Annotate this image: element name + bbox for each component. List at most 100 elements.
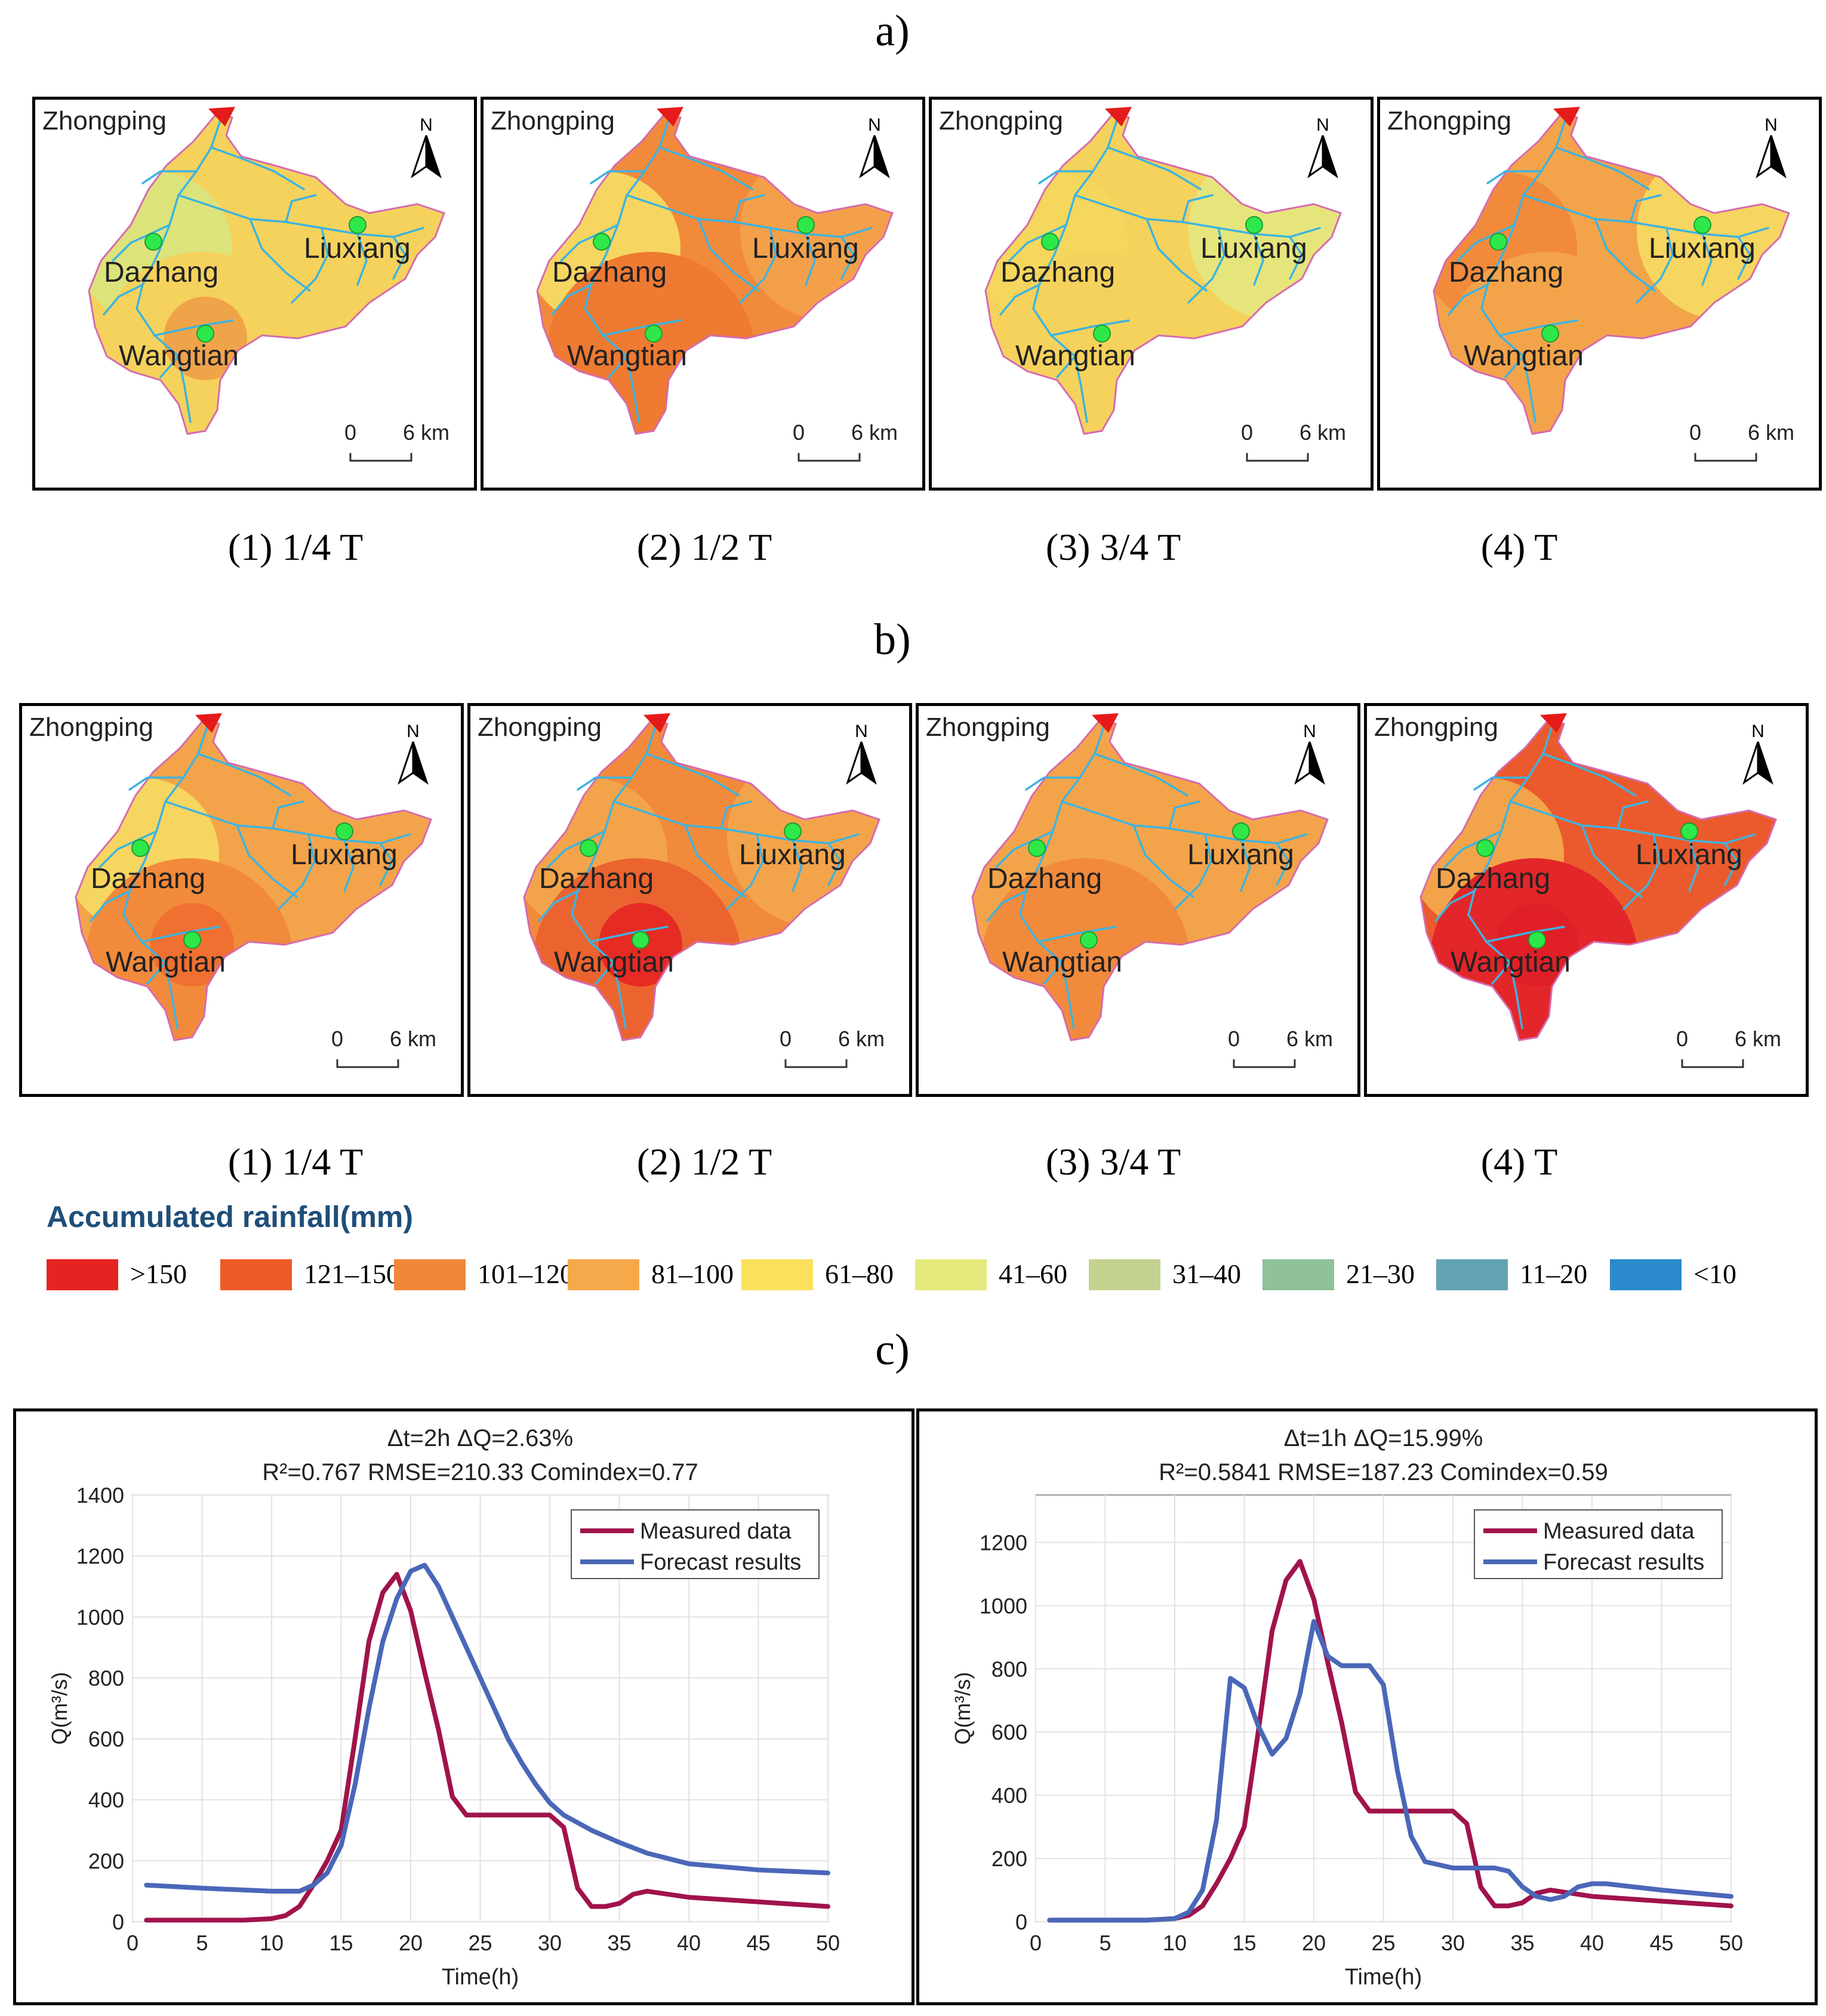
scale-km-label: 6 km: [838, 1027, 885, 1051]
river-line: [1555, 146, 1650, 190]
north-label: N: [407, 722, 420, 741]
river-line: [805, 233, 816, 286]
river-line: [645, 753, 740, 797]
north-label: N: [420, 115, 433, 135]
legend-swatch: [1263, 1259, 1334, 1290]
station-marker-icon: [196, 325, 214, 343]
north-arrow-icon: [859, 135, 876, 178]
x-tick-label: 40: [677, 1931, 701, 1955]
river-line: [236, 824, 298, 898]
north-arrow-icon: [1307, 135, 1324, 178]
basin-boundary: [984, 112, 1342, 435]
river-line: [584, 119, 670, 423]
station-marker-icon: [335, 822, 353, 840]
station-label: Wangtian: [554, 947, 674, 978]
scale-bar: [1233, 1059, 1296, 1068]
river-line: [136, 119, 221, 423]
legend-swatch: [394, 1259, 466, 1290]
caption-b2: (2) 1/2 T: [636, 1140, 772, 1183]
river-line: [1056, 355, 1076, 378]
map-panel-a3: Zhongping Dazhang Liuxiang Wangtian N 0 6 km: [929, 97, 1374, 491]
legend-label: 61–80: [825, 1259, 894, 1289]
chart-title-line1: Δt=2h ΔQ=2.63%: [387, 1425, 573, 1451]
outlet-marker-icon: [1092, 713, 1119, 733]
river-line: [595, 961, 615, 985]
river-line: [392, 236, 407, 280]
station-marker-icon: [183, 931, 201, 949]
station-marker-icon: [1680, 822, 1698, 840]
y-tick-label: 200: [88, 1849, 124, 1873]
station-label: Dazhang: [1000, 257, 1115, 288]
river-line: [1074, 194, 1321, 238]
river-line: [1025, 776, 1081, 791]
legend-label: 31–40: [1172, 1259, 1241, 1289]
section-label-c: c): [875, 1325, 910, 1374]
river-line: [1174, 833, 1212, 910]
scale-zero-label: 0: [344, 420, 356, 445]
station-marker-icon: [1245, 216, 1263, 234]
station-marker-icon: [645, 325, 663, 343]
river-line: [658, 146, 753, 190]
north-arrow-icon: [1308, 741, 1325, 785]
north-arrow-icon: [1322, 135, 1338, 178]
station-label: Liuxiang: [1200, 233, 1307, 264]
legend-entry-label: Forecast results: [1543, 1550, 1704, 1575]
north-arrow-icon: [425, 135, 442, 178]
chart-title-line2: R²=0.5841 RMSE=187.23 Comindex=0.59: [1159, 1459, 1608, 1485]
river-line: [1457, 224, 1516, 262]
x-tick-label: 50: [1719, 1931, 1743, 1955]
basin-map: Zhongping Dazhang Liuxiang Wangtian N 0 6 km: [478, 713, 885, 1068]
river-line: [547, 830, 606, 868]
river-line: [1132, 824, 1194, 898]
river-line: [153, 319, 233, 337]
basin-map: Zhongping Dazhang Liuxiang Wangtian N 0 6 km: [1374, 713, 1781, 1068]
river-line: [1509, 800, 1756, 844]
station-label: Dazhang: [104, 257, 218, 288]
caption-b3: (3) 3/4 T: [1045, 1140, 1181, 1183]
x-tick-label: 35: [1510, 1931, 1534, 1955]
river-line: [827, 842, 842, 886]
map-panel-b2: Zhongping Dazhang Liuxiang Wangtian N 0 6 km: [467, 703, 912, 1097]
x-tick-label: 10: [260, 1931, 284, 1955]
station-label: Dazhang: [91, 863, 205, 895]
caption-a3: (3) 3/4 T: [1045, 526, 1181, 568]
river-line: [140, 926, 220, 943]
basin-boundary: [1433, 112, 1790, 435]
x-tick-label: 20: [399, 1931, 423, 1955]
north-label: N: [1316, 115, 1329, 135]
legend-entry-label: Forecast results: [640, 1550, 801, 1575]
x-tick-label: 0: [127, 1931, 138, 1955]
river-line: [356, 233, 368, 286]
north-arrow-icon: [873, 135, 890, 178]
north-arrow-icon: [860, 741, 877, 785]
north-arrow-icon: [411, 135, 427, 178]
station-marker-icon: [593, 233, 611, 251]
y-tick-label: 1400: [76, 1483, 124, 1508]
river-line: [1043, 961, 1063, 985]
map-panel-a1: Zhongping Dazhang Liuxiang Wangtian N 0 6 km: [32, 97, 477, 491]
x-tick-label: 45: [1649, 1931, 1673, 1955]
station-marker-icon: [349, 216, 367, 234]
river-line: [1622, 833, 1661, 910]
map-panel-b1: Zhongping Dazhang Liuxiang Wangtian N 0 6 km: [19, 703, 464, 1097]
y-axis-label: Q(m³/s): [950, 1672, 975, 1745]
legend-entry-label: Measured data: [640, 1519, 792, 1544]
river-line: [343, 839, 355, 892]
river-line: [726, 833, 764, 910]
y-tick-label: 0: [112, 1910, 124, 1934]
x-tick-label: 30: [538, 1931, 562, 1955]
outlet-marker-icon: [657, 107, 683, 127]
river-line: [1037, 926, 1117, 943]
caption-b4: (4) T: [1480, 1140, 1558, 1183]
river-line: [995, 830, 1054, 868]
station-marker-icon: [1232, 822, 1250, 840]
station-marker-icon: [1041, 233, 1059, 251]
river-line: [285, 194, 317, 223]
station-label: Liuxiang: [1636, 839, 1742, 871]
river-line: [197, 753, 292, 797]
station-label: Wangtian: [1002, 947, 1122, 978]
station-label: Dazhang: [539, 863, 654, 895]
station-label: Dazhang: [987, 863, 1102, 895]
river-line: [1434, 890, 1476, 922]
river-line: [379, 842, 394, 886]
